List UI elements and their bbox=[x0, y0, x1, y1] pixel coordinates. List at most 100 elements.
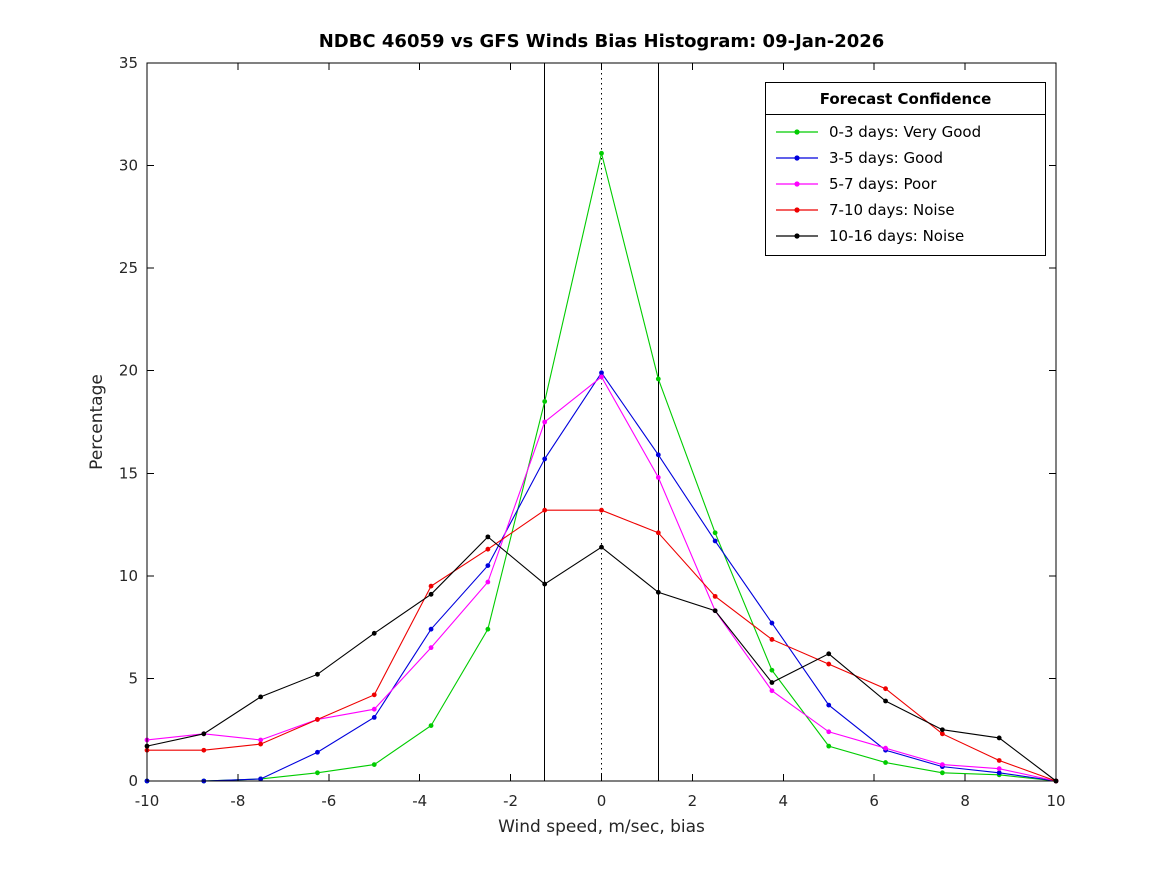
x-tick-label: -6 bbox=[321, 792, 336, 810]
series-marker bbox=[201, 731, 207, 737]
series-marker bbox=[428, 591, 434, 597]
series-marker bbox=[315, 671, 320, 677]
series-marker bbox=[655, 452, 661, 458]
series-marker bbox=[428, 645, 434, 651]
series-marker bbox=[769, 637, 775, 642]
series-marker bbox=[315, 717, 320, 722]
legend-entry: 10-16 days: Noise bbox=[766, 223, 1045, 249]
y-tick-label: 5 bbox=[128, 669, 138, 687]
series-marker bbox=[826, 651, 832, 657]
series-marker bbox=[826, 661, 832, 667]
series-marker bbox=[769, 680, 775, 685]
x-tick-label: 10 bbox=[1046, 792, 1065, 810]
series-marker bbox=[769, 667, 775, 673]
legend-entry: 0-3 days: Very Good bbox=[766, 119, 1045, 145]
legend-entry-label: 7-10 days: Noise bbox=[829, 201, 955, 219]
series-marker bbox=[996, 758, 1002, 763]
series-marker bbox=[939, 727, 945, 733]
legend-line-sample bbox=[776, 181, 818, 187]
series-marker bbox=[258, 776, 264, 782]
series-marker bbox=[939, 770, 945, 776]
legend-entry: 7-10 days: Noise bbox=[766, 197, 1045, 223]
series-marker bbox=[485, 546, 491, 552]
series-marker bbox=[315, 749, 320, 755]
legend-entry-label: 0-3 days: Very Good bbox=[829, 123, 982, 141]
series-marker bbox=[826, 743, 832, 749]
series-marker bbox=[485, 534, 491, 540]
legend-entry-label: 5-7 days: Poor bbox=[829, 175, 937, 193]
x-tick-label: 4 bbox=[779, 792, 789, 810]
series-marker bbox=[712, 593, 718, 599]
series-marker bbox=[996, 770, 1002, 776]
series-marker bbox=[883, 698, 888, 704]
series-marker bbox=[655, 474, 661, 480]
legend-entries: 0-3 days: Very Good 3-5 days: Good 5-7 day… bbox=[766, 115, 1045, 255]
y-tick-label: 20 bbox=[119, 362, 138, 380]
series-marker bbox=[428, 583, 434, 589]
series-marker bbox=[769, 688, 775, 694]
series-marker bbox=[599, 507, 604, 513]
x-tick-label: -10 bbox=[135, 792, 160, 810]
x-tick-label: 2 bbox=[688, 792, 698, 810]
series-marker bbox=[371, 706, 377, 712]
x-tick-label: 6 bbox=[869, 792, 879, 810]
series-line bbox=[147, 509, 1057, 782]
series-marker bbox=[883, 745, 888, 751]
series-marker bbox=[826, 702, 832, 708]
legend-entry: 5-7 days: Poor bbox=[766, 171, 1045, 197]
y-tick-label: 0 bbox=[128, 772, 138, 790]
x-tick-label: 0 bbox=[597, 792, 607, 810]
x-axis-label: Wind speed, m/sec, bias bbox=[498, 817, 705, 837]
chart-title: NDBC 46059 vs GFS Winds Bias Histogram: … bbox=[318, 31, 885, 52]
legend-entry: 3-5 days: Good bbox=[766, 145, 1045, 171]
series-marker bbox=[542, 581, 548, 587]
series-marker bbox=[655, 376, 661, 382]
series-marker bbox=[883, 760, 888, 765]
series-marker bbox=[599, 374, 604, 380]
series-marker bbox=[826, 729, 832, 735]
x-tick-label: -2 bbox=[503, 792, 518, 810]
legend: Forecast Confidence 0-3 days: Very Good 3… bbox=[765, 82, 1046, 256]
series-marker bbox=[485, 563, 491, 568]
series-marker bbox=[542, 399, 548, 404]
legend-entry-label: 3-5 days: Good bbox=[829, 149, 943, 167]
legend-separator bbox=[766, 114, 1045, 115]
series-marker bbox=[939, 731, 945, 737]
legend-line-sample bbox=[776, 129, 818, 135]
legend-line-sample bbox=[776, 233, 818, 239]
series-marker bbox=[655, 589, 661, 595]
y-tick-label: 25 bbox=[119, 259, 138, 277]
series-marker bbox=[371, 762, 377, 767]
series-marker bbox=[542, 456, 548, 462]
series-marker bbox=[939, 762, 945, 767]
y-tick-label: 15 bbox=[119, 464, 138, 482]
series-marker bbox=[712, 538, 718, 544]
series-marker bbox=[371, 630, 377, 636]
series-marker bbox=[599, 150, 604, 156]
series-marker bbox=[996, 766, 1002, 772]
legend-entry-label: 10-16 days: Noise bbox=[829, 227, 965, 245]
series-marker bbox=[655, 530, 661, 536]
legend-title: Forecast Confidence bbox=[819, 90, 992, 108]
series-marker bbox=[201, 747, 207, 753]
series-marker bbox=[485, 626, 491, 632]
series-marker bbox=[485, 579, 491, 585]
series-marker bbox=[712, 530, 718, 536]
y-tick-label: 10 bbox=[119, 567, 138, 585]
legend-line-sample bbox=[776, 155, 818, 161]
x-tick-label: -4 bbox=[412, 792, 427, 810]
series-marker bbox=[428, 626, 434, 632]
y-tick-label: 30 bbox=[119, 157, 138, 175]
series-marker bbox=[599, 544, 604, 550]
series-marker bbox=[712, 608, 718, 614]
series-marker bbox=[315, 770, 320, 776]
series-marker bbox=[371, 692, 377, 698]
legend-line-sample bbox=[776, 207, 818, 213]
series-marker bbox=[428, 723, 434, 729]
series-marker bbox=[542, 419, 548, 425]
series-marker bbox=[996, 735, 1002, 741]
series-marker bbox=[371, 715, 377, 720]
series-marker bbox=[258, 737, 264, 743]
